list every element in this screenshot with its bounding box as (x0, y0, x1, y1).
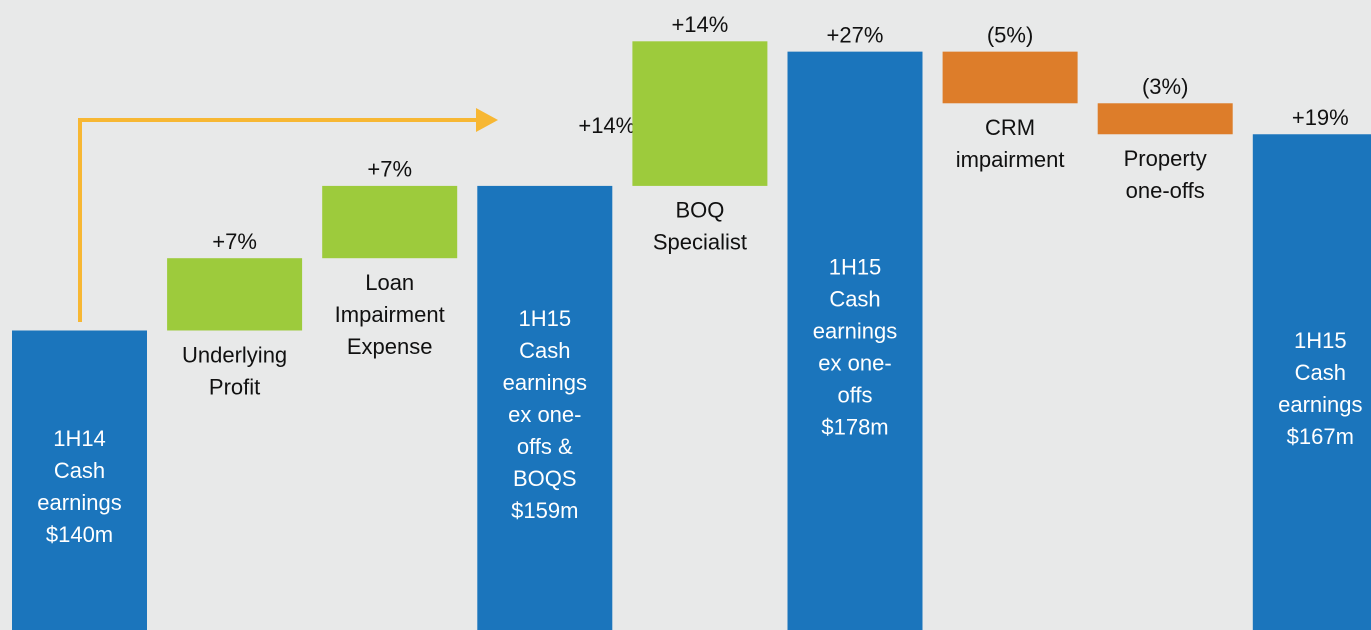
bar-label: offs (837, 383, 872, 408)
value-label: (3%) (1142, 74, 1188, 99)
bar-label: earnings (813, 319, 897, 344)
bar (1097, 103, 1233, 135)
bar-label: Cash (829, 287, 880, 312)
value-label: +7% (367, 157, 412, 182)
bar-label: Cash (54, 458, 105, 483)
bar-label: earnings (37, 490, 121, 515)
bar (322, 185, 458, 259)
bar-label: 1H15 (1294, 328, 1347, 353)
bar (1252, 134, 1371, 630)
bar-label: Expense (347, 334, 433, 359)
bar-label: Cash (1295, 360, 1346, 385)
value-label: +14% (671, 12, 728, 37)
bar-label: Impairment (335, 302, 445, 327)
bar-label: $167m (1287, 424, 1354, 449)
bar (12, 330, 147, 630)
bar-label: earnings (503, 370, 587, 395)
bar (632, 41, 768, 186)
bar-label: Property (1124, 146, 1207, 171)
growth-arrow (78, 118, 478, 322)
bar-label: offs & (517, 434, 573, 459)
bar-label: CRM (985, 115, 1035, 140)
bar-label: Cash (519, 338, 570, 363)
bar (787, 51, 923, 630)
arrow-head (476, 108, 498, 132)
bar-label: one-offs (1126, 178, 1205, 203)
value-label: +27% (827, 22, 884, 47)
bar-label: ex one- (818, 351, 891, 376)
bar-label: ex one- (508, 402, 581, 427)
bar (167, 258, 303, 331)
bar-label: $178m (821, 415, 888, 440)
value-label: +7% (212, 229, 257, 254)
bar-label: $159m (511, 498, 578, 523)
bar-label: Loan (365, 270, 414, 295)
bar-label: 1H15 (829, 255, 882, 280)
bar-label: Specialist (653, 230, 747, 255)
bar-label: Profit (209, 374, 260, 399)
bar-label: BOQ (675, 198, 724, 223)
bar-label: earnings (1278, 392, 1362, 417)
value-label: +19% (1292, 105, 1349, 130)
bar (942, 51, 1078, 104)
bar-label: BOQS (513, 466, 577, 491)
value-label: (5%) (987, 22, 1033, 47)
value-label: +14% (578, 113, 635, 138)
bar-label: impairment (956, 147, 1065, 172)
bar-label: 1H14 (53, 426, 106, 451)
bar (477, 185, 613, 630)
bar-label: $140m (46, 522, 113, 547)
bar-label: 1H15 (519, 306, 572, 331)
bar-label: Underlying (182, 342, 287, 367)
